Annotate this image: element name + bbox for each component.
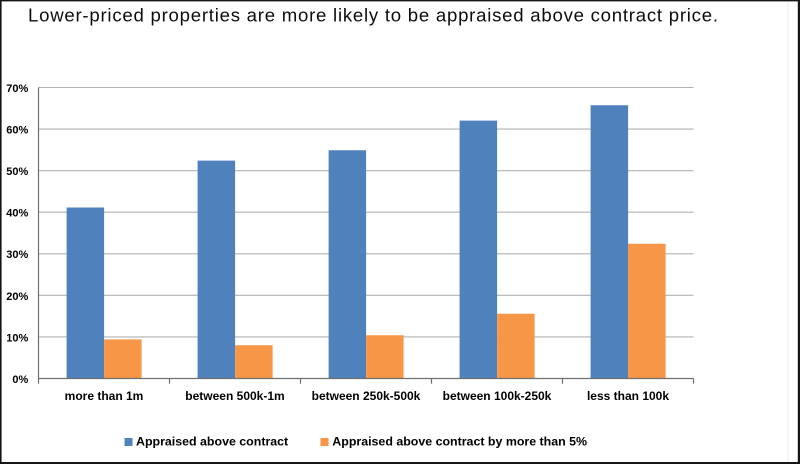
svg-text:30%: 30% xyxy=(6,249,28,261)
svg-text:Lower-priced properties are mo: Lower-priced properties are more likely … xyxy=(28,5,718,26)
svg-text:0%: 0% xyxy=(12,374,28,386)
svg-text:Appraised above contract by mo: Appraised above contract by more than 5% xyxy=(332,435,587,449)
svg-text:between 100k-250k: between 100k-250k xyxy=(443,389,552,403)
svg-text:20%: 20% xyxy=(6,291,28,303)
svg-text:more than 1m: more than 1m xyxy=(65,389,144,403)
svg-text:10%: 10% xyxy=(6,332,28,344)
svg-text:Appraised above contract: Appraised above contract xyxy=(136,435,288,449)
svg-text:40%: 40% xyxy=(6,208,28,220)
svg-text:less than 100k: less than 100k xyxy=(587,389,669,403)
svg-text:between 250k-500k: between 250k-500k xyxy=(312,389,421,403)
svg-text:60%: 60% xyxy=(6,125,28,137)
svg-text:50%: 50% xyxy=(6,166,28,178)
svg-text:70%: 70% xyxy=(6,83,28,95)
svg-text:between 500k-1m: between 500k-1m xyxy=(185,389,284,403)
